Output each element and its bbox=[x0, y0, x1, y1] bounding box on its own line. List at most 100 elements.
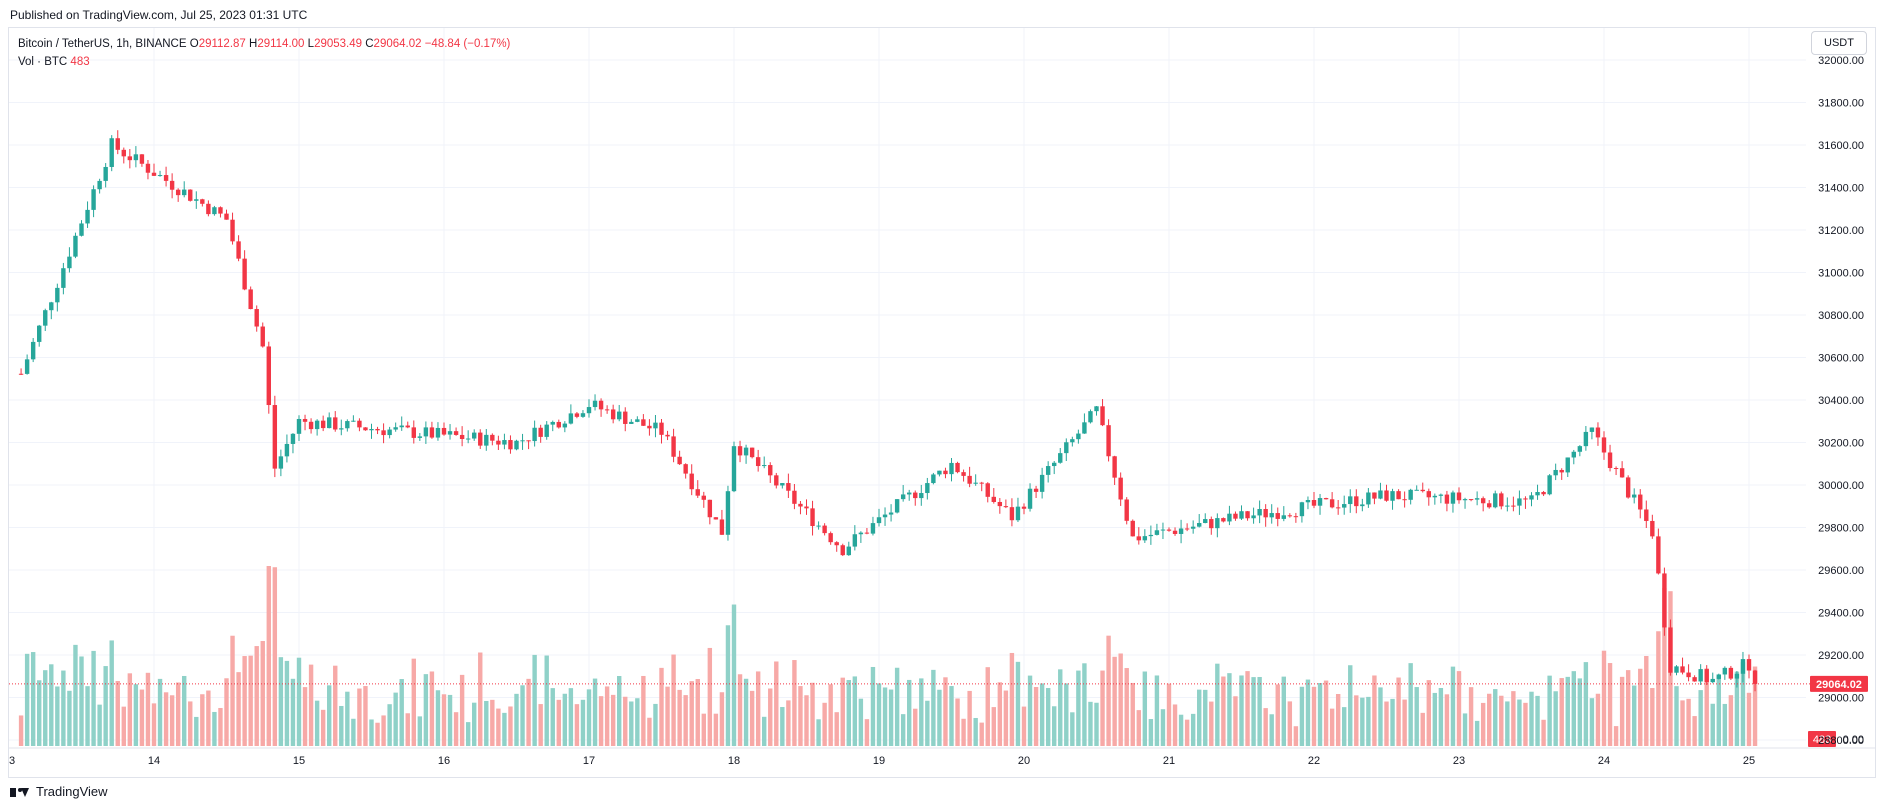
volume-bar bbox=[1420, 712, 1425, 746]
open-value: 29112.87 bbox=[198, 38, 246, 50]
volume-bar bbox=[955, 698, 960, 746]
volume-bar bbox=[496, 708, 501, 746]
candle-body bbox=[659, 422, 664, 435]
candle-body bbox=[888, 512, 894, 515]
volume-bar bbox=[169, 695, 175, 746]
candle-body bbox=[919, 493, 924, 499]
volume-bar bbox=[1311, 686, 1317, 746]
candle-body bbox=[1130, 520, 1135, 537]
volume-bar bbox=[925, 700, 930, 746]
volume-bar bbox=[1674, 686, 1679, 746]
volume-bar bbox=[864, 719, 870, 746]
volume-bar bbox=[1299, 686, 1305, 746]
volume-bar bbox=[635, 698, 640, 746]
candle-body bbox=[1704, 669, 1709, 683]
candle-body bbox=[387, 429, 392, 436]
y-tick-label: 30600.00 bbox=[1818, 353, 1864, 365]
candle-body bbox=[665, 434, 670, 437]
volume-bar bbox=[1625, 670, 1631, 746]
candle-body bbox=[1311, 500, 1317, 506]
volume-bar bbox=[828, 684, 833, 746]
volume-bar bbox=[526, 678, 531, 746]
volume-bar bbox=[109, 640, 114, 746]
candle-body bbox=[1547, 475, 1552, 495]
candle-body bbox=[1082, 422, 1087, 434]
volume-value: 483 bbox=[70, 56, 90, 68]
volume-bar bbox=[1076, 670, 1081, 746]
volume-bar bbox=[1082, 663, 1087, 746]
candle-body bbox=[1299, 502, 1305, 517]
volume-bar bbox=[762, 716, 767, 746]
volume-bar bbox=[1704, 668, 1709, 746]
y-tick-label: 30200.00 bbox=[1818, 438, 1864, 450]
candle-body bbox=[1619, 468, 1625, 478]
volume-bar bbox=[133, 684, 139, 746]
candle-body bbox=[1178, 528, 1184, 534]
currency-button[interactable]: USDT bbox=[1811, 31, 1867, 55]
candle-body bbox=[417, 436, 423, 438]
candle-body bbox=[1746, 659, 1752, 671]
volume-bar bbox=[768, 688, 773, 746]
candle-body bbox=[786, 483, 791, 491]
y-tick-label: 31800.00 bbox=[1818, 98, 1864, 110]
volume-bar bbox=[1535, 695, 1540, 746]
volume-bar bbox=[1462, 713, 1468, 746]
candle-body bbox=[375, 428, 380, 431]
volume-bar bbox=[1215, 663, 1220, 746]
candle-body bbox=[188, 189, 193, 201]
x-tick-label: 15 bbox=[293, 755, 305, 767]
candle-body bbox=[955, 462, 960, 473]
footer-brand: TradingView bbox=[10, 784, 108, 799]
volume-bar bbox=[997, 682, 1003, 746]
volume-bar bbox=[37, 680, 42, 746]
volume-bar bbox=[1136, 710, 1141, 746]
candle-body bbox=[719, 519, 725, 535]
volume-bar bbox=[1100, 670, 1105, 746]
volume-bar bbox=[1088, 701, 1093, 746]
volume-bar bbox=[1070, 712, 1075, 746]
volume-bar bbox=[544, 655, 549, 746]
candle-body bbox=[1190, 526, 1196, 529]
low-value: 29053.49 bbox=[314, 38, 363, 50]
volume-bar bbox=[967, 690, 972, 746]
candle-body bbox=[1523, 498, 1528, 500]
volume-bar bbox=[502, 712, 507, 746]
volume-bar bbox=[314, 700, 320, 746]
high-label: H bbox=[249, 38, 258, 50]
candle-body bbox=[194, 199, 199, 201]
volume-bar bbox=[731, 604, 737, 746]
candle-body bbox=[478, 432, 483, 446]
candle-body bbox=[1142, 536, 1148, 541]
x-tick-label: 17 bbox=[583, 755, 595, 767]
candle-body bbox=[629, 421, 634, 424]
candle-body bbox=[30, 341, 36, 360]
volume-bar bbox=[484, 700, 489, 746]
x-tick-label: 25 bbox=[1743, 755, 1755, 767]
volume-bar bbox=[1052, 706, 1057, 746]
volume-bar bbox=[1142, 671, 1148, 746]
candle-body bbox=[1589, 427, 1595, 432]
candle-body bbox=[1734, 673, 1740, 679]
volume-bar bbox=[870, 666, 876, 746]
volume-bar bbox=[1722, 703, 1728, 746]
candle-body bbox=[1003, 506, 1009, 508]
volume-bar bbox=[743, 678, 749, 746]
candle-body bbox=[447, 431, 453, 435]
volume-bar bbox=[1203, 689, 1208, 746]
volume-bar bbox=[1342, 707, 1347, 746]
volume-bar bbox=[532, 654, 537, 746]
candle-body bbox=[260, 326, 265, 347]
volume-bar bbox=[1589, 698, 1595, 746]
volume-bar bbox=[472, 702, 477, 746]
volume-bar bbox=[580, 699, 586, 746]
volume-bar bbox=[919, 678, 924, 746]
volume-bar bbox=[1390, 698, 1395, 746]
candle-body bbox=[1354, 496, 1359, 507]
volume-bar bbox=[363, 686, 368, 746]
candle-body bbox=[707, 499, 713, 518]
candle-body bbox=[18, 373, 24, 375]
y-tick-label: 30000.00 bbox=[1818, 480, 1864, 492]
y-tick-label: 32000.00 bbox=[1818, 55, 1864, 67]
volume-bar bbox=[1650, 688, 1655, 746]
